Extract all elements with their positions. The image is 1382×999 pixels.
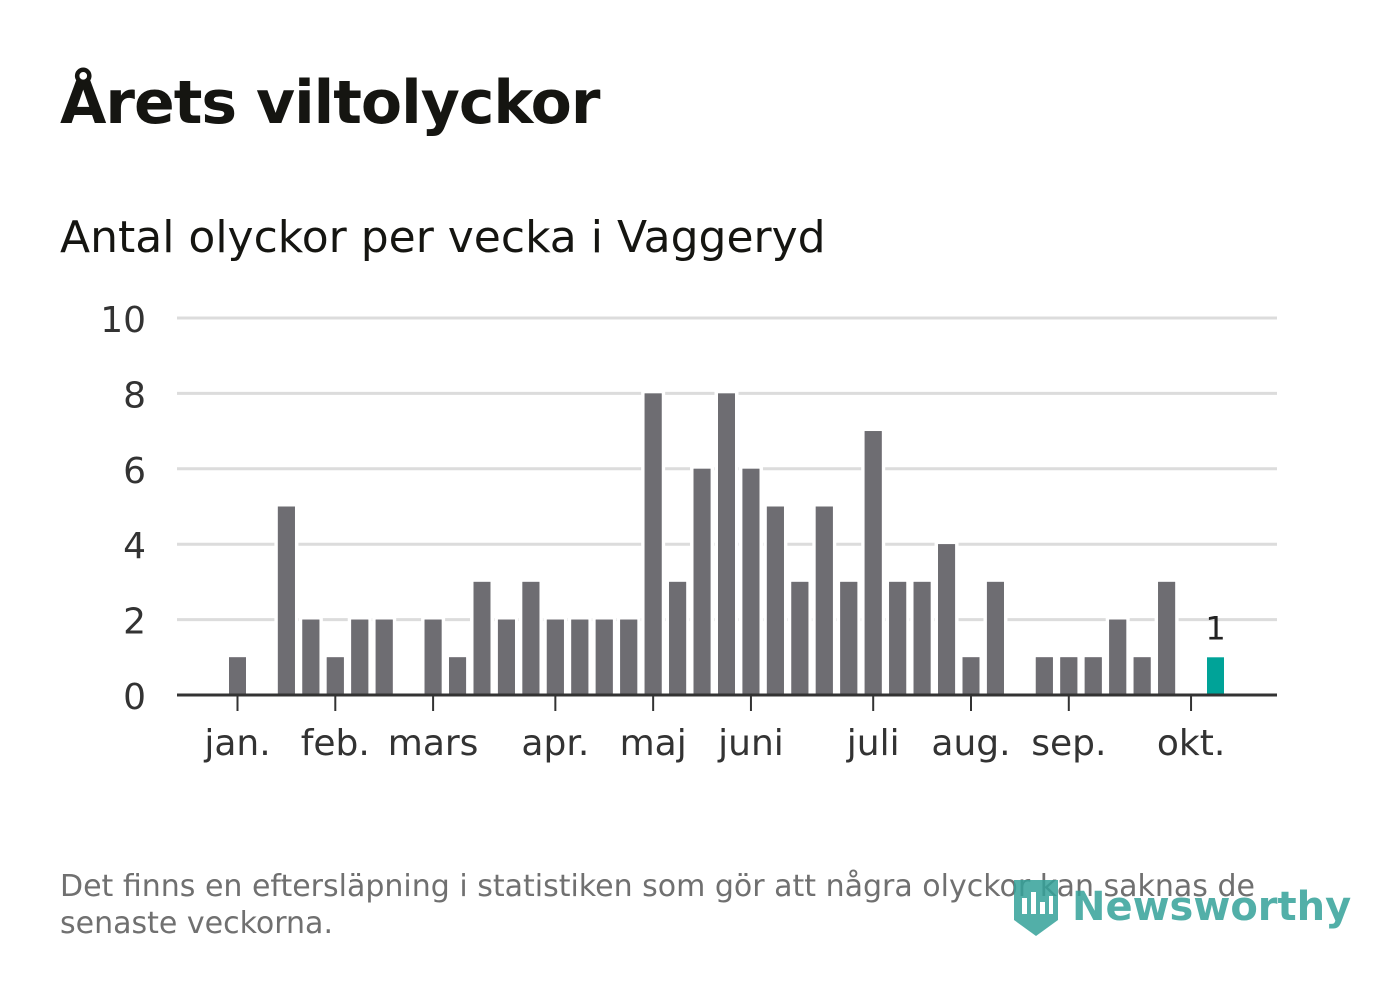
bar — [571, 619, 589, 695]
newsworthy-logo-icon — [1014, 880, 1058, 936]
x-tick-label: feb. — [301, 723, 370, 764]
bar — [1158, 581, 1176, 695]
brand-name: Newsworthy — [1072, 884, 1352, 930]
y-tick-label: 4 — [123, 526, 146, 567]
highlighted-bar — [1207, 657, 1224, 695]
x-tick-label: sep. — [1031, 723, 1106, 764]
bar — [889, 581, 907, 695]
bar — [449, 657, 467, 695]
bar — [595, 619, 613, 695]
bar — [302, 619, 320, 695]
bar — [229, 657, 246, 695]
bar — [546, 619, 564, 695]
bar — [1084, 657, 1102, 695]
bar — [864, 431, 882, 695]
bar — [938, 544, 956, 695]
bar — [473, 581, 491, 695]
bar — [375, 619, 393, 695]
bar — [669, 581, 687, 695]
brand-logo: Newsworthy — [1010, 876, 1351, 938]
bar — [1060, 657, 1078, 695]
bar — [1133, 657, 1151, 695]
bar — [718, 393, 735, 695]
bar — [644, 393, 662, 695]
bar — [986, 581, 1004, 695]
bar — [742, 468, 760, 695]
bar — [840, 581, 858, 695]
bar — [791, 581, 809, 695]
bar — [1109, 619, 1127, 695]
bar — [693, 468, 711, 695]
y-tick-label: 0 — [123, 677, 146, 718]
y-tick-label: 2 — [123, 602, 146, 643]
data-label: 1 — [1205, 609, 1225, 647]
bar — [351, 619, 369, 695]
chart-subtitle: Antal olyckor per vecka i Vaggeryd — [60, 212, 826, 263]
bar — [497, 619, 515, 695]
y-tick-label: 10 — [100, 300, 146, 341]
bar — [326, 657, 344, 695]
bar — [620, 619, 638, 695]
bar — [522, 581, 540, 695]
y-tick-label: 8 — [123, 375, 146, 416]
x-tick-label: mars — [388, 723, 479, 764]
chart-title: Årets viltolyckor — [60, 68, 600, 138]
bar — [913, 581, 931, 695]
x-tick-label: okt. — [1157, 723, 1225, 764]
bar — [815, 506, 833, 695]
x-tick-label: jan. — [203, 723, 270, 764]
x-tick-label: juni — [717, 723, 784, 764]
bar — [277, 506, 295, 695]
x-tick-label: apr. — [521, 723, 589, 764]
x-tick-label: maj — [620, 723, 687, 764]
bar — [1035, 657, 1053, 695]
bar — [962, 657, 980, 695]
x-tick-label: juli — [846, 723, 900, 764]
x-tick-label: aug. — [931, 723, 1010, 764]
bar — [424, 619, 442, 695]
y-tick-label: 6 — [123, 451, 146, 492]
bar — [766, 506, 784, 695]
